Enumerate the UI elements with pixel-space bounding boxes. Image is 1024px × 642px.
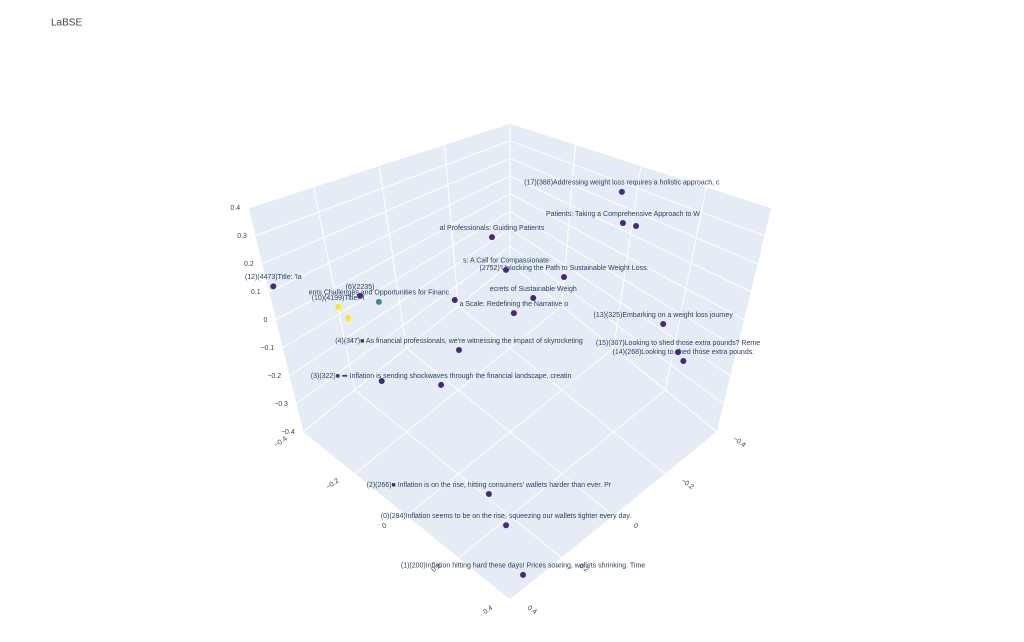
grid-line xyxy=(254,140,511,237)
grid-line xyxy=(509,140,766,237)
z-tick-label: 0.1 xyxy=(251,289,261,296)
grid-line xyxy=(354,389,563,559)
grid-line xyxy=(509,175,752,293)
point-label: ecrets of Sustainable Weigh xyxy=(490,286,577,293)
point xyxy=(520,571,527,578)
grid-line xyxy=(509,157,759,265)
point xyxy=(503,522,510,529)
point-label: (13)(325)Embarking on a weight loss jour… xyxy=(594,312,734,319)
chart-title: LaBSE xyxy=(51,18,82,29)
point-label: (15)(307)Looking to shed those extra pou… xyxy=(596,340,760,347)
grid-line xyxy=(509,210,738,349)
grid-line xyxy=(509,245,725,405)
grid-line xyxy=(509,263,718,433)
z-tick-label: −0.2 xyxy=(267,373,281,380)
z-tick-label: 0 xyxy=(264,317,268,324)
point xyxy=(619,220,626,227)
point xyxy=(345,314,352,321)
point-label: (3)(322)■ ➡ Inflation is sending shockwa… xyxy=(311,373,572,380)
x-tick-label: −0.2 xyxy=(325,477,340,491)
point-label: (2)(266)■ Inflation is on the rise, hitt… xyxy=(367,482,612,489)
grid-line xyxy=(247,122,511,209)
point xyxy=(357,292,364,299)
z-tick-label: 0.2 xyxy=(244,261,254,268)
right-wall xyxy=(510,123,772,432)
point-label: (10)(4199)Title: 'I xyxy=(312,295,365,302)
point xyxy=(375,298,382,305)
x-tick-label: 0 xyxy=(381,522,388,530)
grid-line xyxy=(282,210,511,349)
y-tick-label: −0.4 xyxy=(731,435,746,449)
z-tick-label: −0.1 xyxy=(260,345,274,352)
z-tick-label: 0.3 xyxy=(237,233,247,240)
x-tick-label: 0.2 xyxy=(430,563,442,574)
point xyxy=(633,223,640,230)
point xyxy=(335,303,342,310)
grid-line xyxy=(268,175,511,293)
left-wall xyxy=(248,123,511,432)
grid-line xyxy=(509,193,745,321)
point-label: (2752)'Unlocking the Path to Sustainable… xyxy=(480,265,649,272)
point xyxy=(680,357,687,364)
point-label: (14)(268)Looking to shed those extra pou… xyxy=(613,349,755,356)
point xyxy=(438,381,445,388)
point xyxy=(561,274,568,281)
point-label: (0)(284)Inflation seems to be on the ris… xyxy=(381,513,632,520)
z-tick-label: 0.4 xyxy=(230,205,240,212)
point xyxy=(378,378,385,385)
point-label: al Professionals: Guiding Patients xyxy=(440,225,545,232)
point-label: (4)(347)■ As financial professionals, we… xyxy=(335,338,583,345)
grid-line xyxy=(406,347,614,517)
grid-line xyxy=(275,193,511,321)
grid-line xyxy=(302,431,511,601)
point-label: Patients: Taking a Comprehensive Approac… xyxy=(546,211,700,218)
point xyxy=(451,296,458,303)
point xyxy=(674,349,681,356)
point-label: ents Challenges and Opportunities for Fi… xyxy=(309,290,450,297)
y-tick-label: −0.2 xyxy=(680,477,695,491)
grid-line xyxy=(509,122,773,209)
point xyxy=(660,321,667,328)
grid-line xyxy=(509,228,732,377)
point-label: (17)(388)Addressing weight loss requires… xyxy=(524,180,720,187)
point xyxy=(530,294,537,301)
grid-line xyxy=(288,228,511,377)
point-label: a Scale: Redefining the Narrative o xyxy=(460,301,569,308)
point xyxy=(270,283,277,290)
x-tick-label: −0.4 xyxy=(273,435,288,449)
grid-line xyxy=(261,157,511,265)
grid-line xyxy=(295,245,511,405)
point-label: (6)(2235) xyxy=(346,284,375,291)
point xyxy=(489,234,496,241)
z-tick-label: −0.3 xyxy=(274,401,288,408)
y-tick-label: 0 xyxy=(632,522,639,530)
point-label: (12)(4473)Title: 'Ia xyxy=(245,274,302,281)
point xyxy=(485,491,492,498)
point xyxy=(455,347,462,354)
y-tick-label: 0.4 xyxy=(526,605,538,616)
y-tick-label: 0.2 xyxy=(578,563,590,574)
point-label: (1)(200)Inflation hitting hard these day… xyxy=(401,563,645,570)
grid-line xyxy=(457,305,666,475)
point-label: s: A Call for Compassionate xyxy=(463,258,549,265)
z-tick-label: −0.4 xyxy=(281,429,295,436)
x-tick-label: 0.4 xyxy=(482,605,494,616)
point xyxy=(503,266,510,273)
point xyxy=(510,310,517,317)
point xyxy=(618,188,625,195)
grid-line xyxy=(302,263,511,433)
